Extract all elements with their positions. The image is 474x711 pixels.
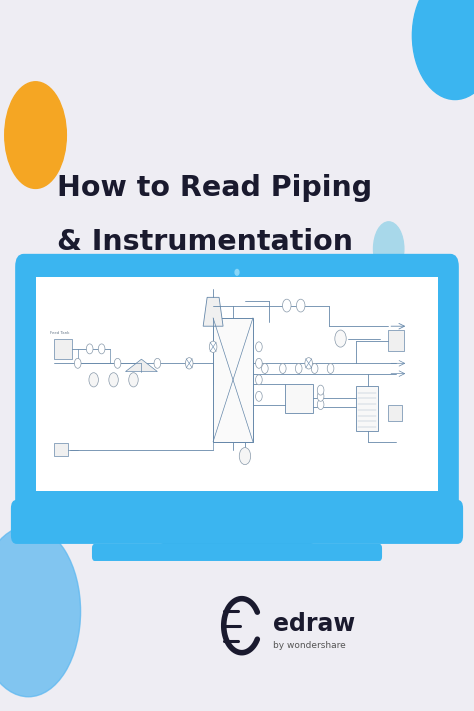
Bar — [388, 405, 402, 421]
Circle shape — [186, 358, 192, 368]
Ellipse shape — [5, 82, 66, 188]
Circle shape — [86, 344, 93, 354]
Circle shape — [74, 358, 81, 368]
Polygon shape — [203, 297, 223, 326]
Polygon shape — [142, 535, 332, 551]
Circle shape — [235, 269, 239, 275]
Circle shape — [114, 358, 121, 368]
Circle shape — [255, 342, 262, 352]
Text: by wondershare: by wondershare — [273, 641, 345, 650]
Ellipse shape — [0, 526, 81, 697]
FancyBboxPatch shape — [36, 277, 438, 491]
Circle shape — [280, 363, 286, 373]
Bar — [54, 443, 68, 456]
Bar — [54, 338, 72, 359]
Text: edraw: edraw — [273, 611, 355, 636]
Circle shape — [305, 358, 312, 369]
Ellipse shape — [374, 222, 404, 276]
Text: & Instrumentation: & Instrumentation — [57, 228, 353, 255]
Ellipse shape — [412, 0, 474, 100]
Text: Feed Tank: Feed Tank — [50, 331, 69, 336]
Circle shape — [129, 373, 138, 387]
Circle shape — [210, 341, 217, 353]
Circle shape — [327, 363, 334, 373]
Circle shape — [185, 358, 193, 369]
Circle shape — [317, 385, 324, 395]
Bar — [285, 384, 313, 413]
Circle shape — [255, 375, 262, 385]
Circle shape — [262, 363, 268, 373]
Circle shape — [317, 400, 324, 410]
Circle shape — [296, 299, 305, 312]
Circle shape — [109, 373, 118, 387]
Circle shape — [283, 299, 291, 312]
Circle shape — [335, 330, 346, 347]
FancyBboxPatch shape — [92, 544, 382, 561]
FancyBboxPatch shape — [15, 254, 459, 521]
Circle shape — [311, 363, 318, 373]
Text: How to Read Piping: How to Read Piping — [57, 174, 372, 202]
Circle shape — [154, 358, 161, 368]
Circle shape — [89, 373, 99, 387]
Bar — [356, 386, 378, 432]
FancyBboxPatch shape — [11, 500, 463, 544]
Circle shape — [98, 344, 105, 354]
Bar — [388, 331, 404, 351]
Circle shape — [317, 391, 324, 401]
Circle shape — [295, 363, 302, 373]
Bar — [213, 318, 253, 442]
Circle shape — [255, 391, 262, 401]
Circle shape — [255, 358, 262, 368]
Text: Diagram: Diagram — [57, 281, 193, 309]
Polygon shape — [126, 359, 157, 372]
Circle shape — [239, 448, 251, 465]
